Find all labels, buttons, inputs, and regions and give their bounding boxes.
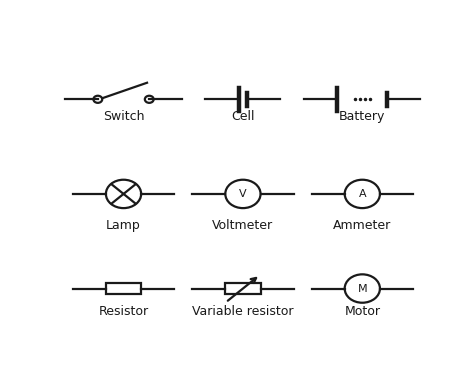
Text: V: V: [239, 189, 247, 199]
Text: M: M: [357, 283, 367, 293]
Bar: [106, 283, 141, 295]
Text: Ammeter: Ammeter: [333, 218, 392, 232]
Text: Switch: Switch: [103, 110, 144, 123]
Text: A: A: [358, 189, 366, 199]
Text: Motor: Motor: [344, 305, 380, 318]
Text: Cell: Cell: [231, 110, 255, 123]
Text: Battery: Battery: [339, 110, 385, 123]
Bar: [225, 283, 261, 295]
Text: Lamp: Lamp: [106, 218, 141, 232]
Text: Resistor: Resistor: [99, 305, 148, 318]
Text: Variable resistor: Variable resistor: [192, 305, 294, 318]
Text: Voltmeter: Voltmeter: [212, 218, 273, 232]
